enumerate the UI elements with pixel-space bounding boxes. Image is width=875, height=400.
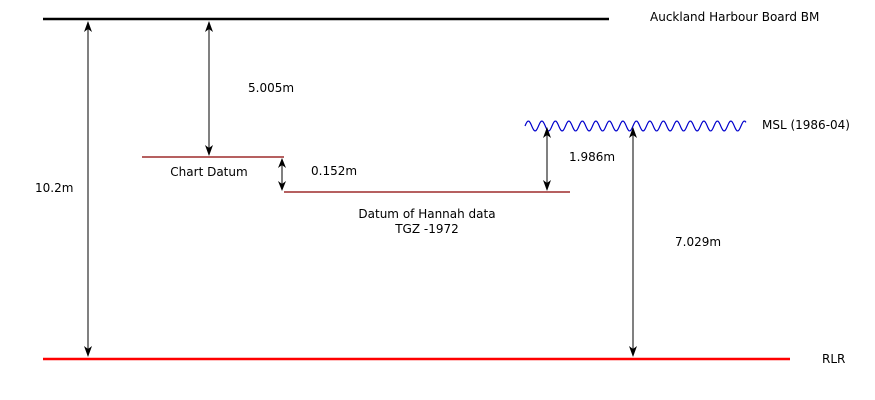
msl-to-rlr-label: 7.029m [675, 235, 721, 249]
arrowhead-up-icon [278, 158, 286, 168]
arrowhead-up-icon [543, 127, 551, 138]
chart-to-hannah-label: 0.152m [311, 164, 357, 178]
msl-label: MSL (1986-04) [762, 118, 850, 132]
rlr-label: RLR [822, 352, 845, 366]
arrowhead-up-icon [84, 21, 92, 32]
msl-to-hannah-label: 1.986m [569, 150, 615, 164]
chart-datum-label: Chart Datum [170, 165, 247, 179]
arrowhead-up-icon [205, 21, 213, 32]
dimension-bm-to-chart [205, 21, 213, 156]
msl-wave-line [524, 120, 747, 132]
arrowhead-down-icon [543, 180, 551, 191]
dimension-chart-to-hannah [278, 158, 286, 191]
hannah-datum-label-line1: Datum of Hannah data [358, 207, 495, 221]
arrowhead-down-icon [84, 346, 92, 357]
arrowhead-down-icon [278, 181, 286, 191]
hannah-datum-label-line2: TGZ -1972 [394, 222, 459, 236]
total-height-label: 10.2m [35, 181, 73, 195]
dimension-msl-to-rlr [629, 127, 637, 357]
dimension-total [84, 21, 92, 357]
dimension-msl-to-hannah [543, 127, 551, 191]
arrowhead-down-icon [205, 145, 213, 156]
benchmark-label: Auckland Harbour Board BM [650, 10, 819, 24]
arrowhead-down-icon [629, 346, 637, 357]
arrowhead-up-icon [629, 127, 637, 138]
bm-to-chart-datum-label: 5.005m [248, 81, 294, 95]
